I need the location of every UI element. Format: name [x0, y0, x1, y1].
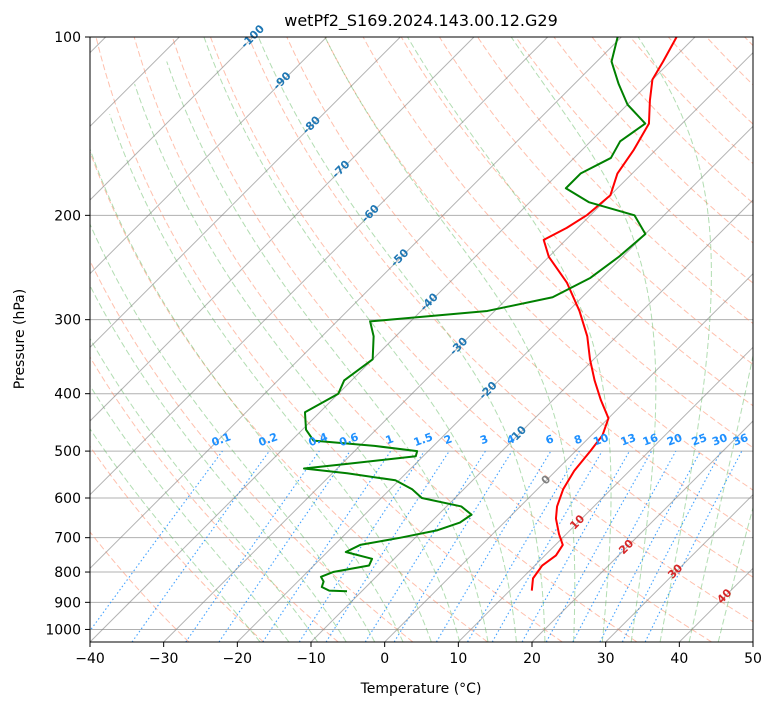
x-tick-label: 50 — [744, 651, 762, 667]
y-tick-label: 900 — [54, 595, 81, 611]
y-tick-label: 500 — [54, 444, 81, 460]
x-tick-label: 20 — [523, 651, 541, 667]
y-tick-label: 200 — [54, 208, 81, 224]
y-tick-label: 600 — [54, 491, 81, 507]
chart-title: wetPf2_S169.2024.143.00.12.G29 — [284, 11, 558, 31]
x-tick-label: −10 — [296, 651, 326, 667]
x-tick-label: 0 — [380, 651, 389, 667]
x-axis-title: Temperature (°C) — [360, 681, 482, 697]
y-tick-label: 1000 — [45, 622, 81, 638]
x-tick-label: −40 — [75, 651, 105, 667]
y-tick-label: 300 — [54, 313, 81, 329]
y-tick-label: 700 — [54, 531, 81, 547]
x-tick-label: 30 — [597, 651, 615, 667]
x-tick-label: −30 — [149, 651, 179, 667]
y-tick-label: 400 — [54, 387, 81, 403]
y-axis-title: Pressure (hPa) — [12, 289, 28, 389]
x-tick-label: 40 — [670, 651, 688, 667]
x-tick-label: −20 — [223, 651, 253, 667]
x-tick-label: 10 — [449, 651, 467, 667]
y-tick-label: 800 — [54, 565, 81, 581]
y-tick-label: 100 — [54, 30, 81, 46]
